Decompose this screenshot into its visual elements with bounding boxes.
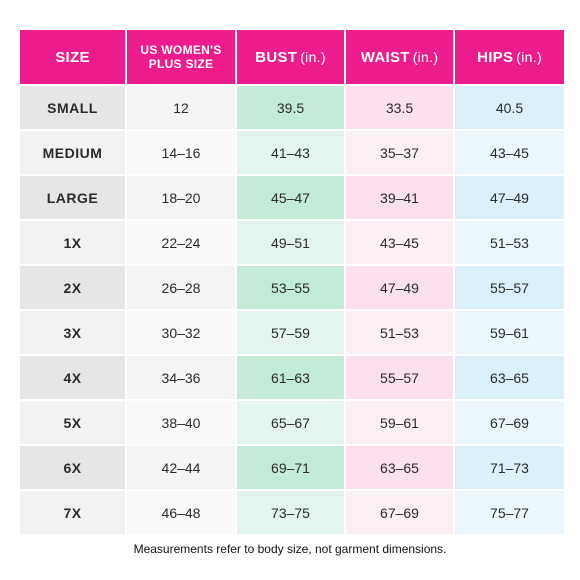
plus-cell: 14–16 bbox=[127, 129, 237, 174]
header-waist: WAIST (in.) bbox=[346, 30, 455, 84]
hips-cell: 43–45 bbox=[455, 129, 564, 174]
header-waist-unit: (in.) bbox=[412, 48, 439, 65]
plus-cell: 22–24 bbox=[127, 219, 237, 264]
size-table: SIZE US WOMEN'S PLUS SIZE BUST (in.) WAIS… bbox=[20, 30, 564, 534]
bust-cell: 69–71 bbox=[237, 444, 346, 489]
hips-cell: 51–53 bbox=[455, 219, 564, 264]
header-bust: BUST (in.) bbox=[237, 30, 346, 84]
size-cell: 3X bbox=[20, 309, 127, 354]
hips-cell: 55–57 bbox=[455, 264, 564, 309]
plus-cell: 38–40 bbox=[127, 399, 237, 444]
hips-cell: 71–73 bbox=[455, 444, 564, 489]
table-row: MEDIUM 14–16 41–43 35–37 43–45 bbox=[20, 129, 564, 174]
bust-cell: 41–43 bbox=[237, 129, 346, 174]
header-hips: HIPS (in.) bbox=[455, 30, 564, 84]
bust-cell: 39.5 bbox=[237, 84, 346, 129]
hips-cell: 47–49 bbox=[455, 174, 564, 219]
size-cell: LARGE bbox=[20, 174, 127, 219]
waist-cell: 67–69 bbox=[346, 489, 455, 534]
bust-cell: 57–59 bbox=[237, 309, 346, 354]
table-row: 5X 38–40 65–67 59–61 67–69 bbox=[20, 399, 564, 444]
size-chart: SIZE US WOMEN'S PLUS SIZE BUST (in.) WAIS… bbox=[20, 30, 564, 534]
header-hips-unit: (in.) bbox=[516, 48, 542, 65]
plus-cell: 42–44 bbox=[127, 444, 237, 489]
plus-cell: 46–48 bbox=[127, 489, 237, 534]
waist-cell: 51–53 bbox=[346, 309, 455, 354]
size-cell: 5X bbox=[20, 399, 127, 444]
plus-cell: 34–36 bbox=[127, 354, 237, 399]
hips-cell: 75–77 bbox=[455, 489, 564, 534]
bust-cell: 65–67 bbox=[237, 399, 346, 444]
hips-cell: 59–61 bbox=[455, 309, 564, 354]
bust-cell: 53–55 bbox=[237, 264, 346, 309]
size-cell: 4X bbox=[20, 354, 127, 399]
plus-cell: 26–28 bbox=[127, 264, 237, 309]
header-plus-line2: PLUS SIZE bbox=[148, 57, 214, 71]
table-row: 6X 42–44 69–71 63–65 71–73 bbox=[20, 444, 564, 489]
table-row: 7X 46–48 73–75 67–69 75–77 bbox=[20, 489, 564, 534]
waist-cell: 63–65 bbox=[346, 444, 455, 489]
header-plus-line1: US WOMEN'S bbox=[140, 43, 222, 57]
header-waist-label: WAIST bbox=[360, 48, 410, 66]
waist-cell: 35–37 bbox=[346, 129, 455, 174]
header-size: SIZE bbox=[20, 30, 127, 84]
hips-cell: 63–65 bbox=[455, 354, 564, 399]
table-row: 2X 26–28 53–55 47–49 55–57 bbox=[20, 264, 564, 309]
table-row: 1X 22–24 49–51 43–45 51–53 bbox=[20, 219, 564, 264]
plus-cell: 30–32 bbox=[127, 309, 237, 354]
waist-cell: 33.5 bbox=[346, 84, 455, 129]
table-row: 4X 34–36 61–63 55–57 63–65 bbox=[20, 354, 564, 399]
size-cell: MEDIUM bbox=[20, 129, 127, 174]
size-cell: 7X bbox=[20, 489, 127, 534]
header-hips-label: HIPS bbox=[477, 48, 514, 66]
waist-cell: 59–61 bbox=[346, 399, 455, 444]
table-row: 3X 30–32 57–59 51–53 59–61 bbox=[20, 309, 564, 354]
table-header: SIZE US WOMEN'S PLUS SIZE BUST (in.) WAIS… bbox=[20, 30, 564, 84]
bust-cell: 73–75 bbox=[237, 489, 346, 534]
size-cell: SMALL bbox=[20, 84, 127, 129]
size-cell: 6X bbox=[20, 444, 127, 489]
table-body: SMALL 12 39.5 33.5 40.5 MEDIUM 14–16 41–43 35–37… bbox=[20, 84, 564, 534]
header-size-label: SIZE bbox=[55, 48, 90, 66]
waist-cell: 47–49 bbox=[346, 264, 455, 309]
size-cell: 2X bbox=[20, 264, 127, 309]
bust-cell: 45–47 bbox=[237, 174, 346, 219]
plus-cell: 12 bbox=[127, 84, 237, 129]
header-bust-unit: (in.) bbox=[300, 48, 326, 65]
plus-cell: 18–20 bbox=[127, 174, 237, 219]
table-row: LARGE 18–20 45–47 39–41 47–49 bbox=[20, 174, 564, 219]
waist-cell: 39–41 bbox=[346, 174, 455, 219]
bust-cell: 61–63 bbox=[237, 354, 346, 399]
footnote: Measurements refer to body size, not gar… bbox=[133, 542, 447, 556]
bust-cell: 49–51 bbox=[237, 219, 346, 264]
waist-cell: 55–57 bbox=[346, 354, 455, 399]
size-cell: 1X bbox=[20, 219, 127, 264]
header-row: SIZE US WOMEN'S PLUS SIZE BUST (in.) WAIS… bbox=[20, 30, 564, 84]
header-bust-label: BUST bbox=[255, 48, 298, 66]
hips-cell: 67–69 bbox=[455, 399, 564, 444]
table-row: SMALL 12 39.5 33.5 40.5 bbox=[20, 84, 564, 129]
header-plus-size: US WOMEN'S PLUS SIZE bbox=[127, 30, 237, 84]
waist-cell: 43–45 bbox=[346, 219, 455, 264]
hips-cell: 40.5 bbox=[455, 84, 564, 129]
